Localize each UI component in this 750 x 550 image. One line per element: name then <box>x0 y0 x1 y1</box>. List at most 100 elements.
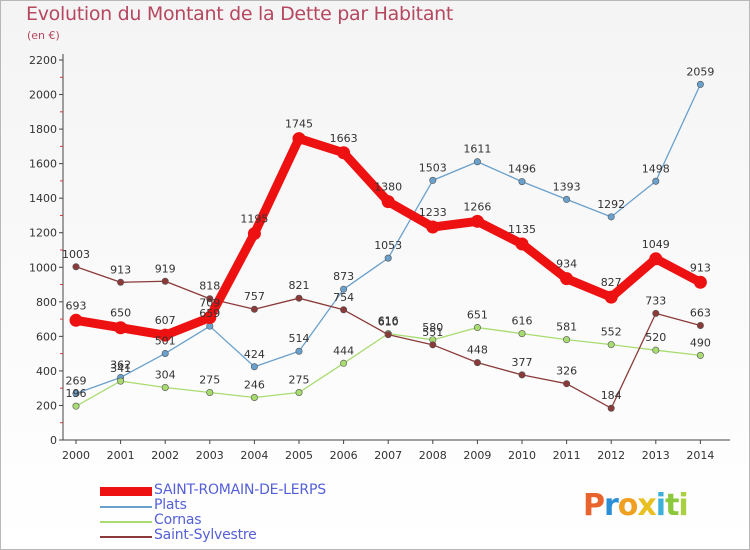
y-tick-label: 0 <box>50 434 57 447</box>
data-point-cornas <box>117 377 125 385</box>
data-point-saint-romain-de-lerps <box>337 146 351 160</box>
data-label: 581 <box>556 321 577 334</box>
data-point-saint-sylvestre <box>117 278 125 286</box>
data-label: 448 <box>467 344 488 357</box>
data-point-plats <box>518 178 526 186</box>
data-label: 873 <box>333 270 354 283</box>
x-tick-label: 2002 <box>151 449 179 462</box>
data-label: 326 <box>556 365 577 378</box>
data-point-plats <box>652 177 660 185</box>
x-tick-label: 2003 <box>196 449 224 462</box>
data-label: 304 <box>155 368 176 381</box>
data-label: 275 <box>289 374 310 387</box>
data-label: 1195 <box>240 213 268 226</box>
data-label: 246 <box>244 379 265 392</box>
data-point-saint-sylvestre <box>429 341 437 349</box>
data-label: 616 <box>378 315 399 328</box>
data-label: 651 <box>467 309 488 322</box>
data-label: 693 <box>66 299 87 312</box>
data-label: 1053 <box>374 239 402 252</box>
y-tick-label: 2200 <box>29 54 57 67</box>
data-label: 659 <box>199 307 220 320</box>
x-tick-label: 2004 <box>240 449 268 462</box>
data-label: 650 <box>110 307 131 320</box>
logo-letter: x <box>637 488 656 523</box>
x-tick-label: 2012 <box>597 449 625 462</box>
data-point-plats <box>563 195 571 203</box>
data-label: 1745 <box>285 118 313 131</box>
x-tick-label: 2011 <box>553 449 581 462</box>
data-label: 552 <box>601 326 622 339</box>
data-label: 2059 <box>686 65 714 78</box>
data-label: 663 <box>690 306 711 319</box>
data-point-saint-sylvestre <box>607 404 615 412</box>
logo-letter: P <box>583 488 605 523</box>
x-tick-label: 2010 <box>508 449 536 462</box>
data-point-plats <box>384 254 392 262</box>
data-point-cornas <box>473 324 481 332</box>
data-point-plats <box>696 80 704 88</box>
data-point-saint-sylvestre <box>696 321 704 329</box>
series-line-saint-romain-de-lerps <box>71 134 705 340</box>
legend-swatch <box>100 521 152 523</box>
data-point-cornas <box>563 336 571 344</box>
data-label: 1393 <box>553 180 581 193</box>
data-point-saint-sylvestre <box>384 331 392 339</box>
data-point-saint-romain-de-lerps <box>604 290 618 304</box>
data-point-cornas <box>696 351 704 359</box>
data-label: 607 <box>155 314 176 327</box>
data-point-saint-romain-de-lerps <box>381 195 395 209</box>
data-label: 184 <box>601 389 622 402</box>
data-point-saint-romain-de-lerps <box>114 321 128 335</box>
x-tick-label: 2009 <box>463 449 491 462</box>
data-label: 1380 <box>374 181 402 194</box>
data-label: 827 <box>601 276 622 289</box>
data-point-plats <box>473 158 481 166</box>
data-point-cornas <box>607 341 615 349</box>
data-label: 709 <box>199 297 220 310</box>
data-point-cornas <box>518 330 526 338</box>
y-tick-label: 1600 <box>29 158 57 171</box>
y-tick-label: 1400 <box>29 192 57 205</box>
logo-letter: i <box>678 488 688 523</box>
data-point-plats <box>72 390 80 398</box>
x-tick-label: 2008 <box>419 449 447 462</box>
data-point-saint-sylvestre <box>518 371 526 379</box>
data-point-saint-romain-de-lerps <box>693 275 707 289</box>
data-label: 1503 <box>419 161 447 174</box>
data-label: 754 <box>333 291 354 304</box>
data-point-cornas <box>340 359 348 367</box>
x-tick-label: 2013 <box>642 449 670 462</box>
legend-swatch <box>100 487 152 496</box>
y-tick-label: 400 <box>36 365 57 378</box>
data-point-cornas <box>250 394 258 402</box>
data-point-cornas <box>72 402 80 410</box>
data-point-saint-sylvestre <box>250 305 258 313</box>
logo-letter: o <box>617 488 639 523</box>
data-label: 1498 <box>642 162 670 175</box>
data-label: 514 <box>289 332 310 345</box>
data-label: 444 <box>333 344 354 357</box>
data-label: 934 <box>556 258 577 271</box>
data-point-saint-romain-de-lerps <box>292 132 306 146</box>
data-point-saint-sylvestre <box>340 306 348 314</box>
data-point-plats <box>295 347 303 355</box>
data-label: 1611 <box>463 143 491 156</box>
logo-letter: r <box>604 488 619 523</box>
data-label: 616 <box>512 315 533 328</box>
data-label: 269 <box>66 375 87 388</box>
data-label: 1049 <box>642 238 670 251</box>
y-tick-label: 600 <box>36 330 57 343</box>
y-tick-label: 1000 <box>29 261 57 274</box>
legend-swatch <box>100 506 152 508</box>
data-point-saint-sylvestre <box>161 277 169 285</box>
data-point-cornas <box>652 346 660 354</box>
data-point-saint-romain-de-lerps <box>426 220 440 234</box>
proxiti-logo: Proxiti <box>583 488 689 523</box>
data-label: 913 <box>110 263 131 276</box>
data-point-saint-sylvestre <box>206 295 214 303</box>
data-label: 919 <box>155 262 176 275</box>
data-point-saint-sylvestre <box>652 309 660 317</box>
y-tick-label: 800 <box>36 296 57 309</box>
